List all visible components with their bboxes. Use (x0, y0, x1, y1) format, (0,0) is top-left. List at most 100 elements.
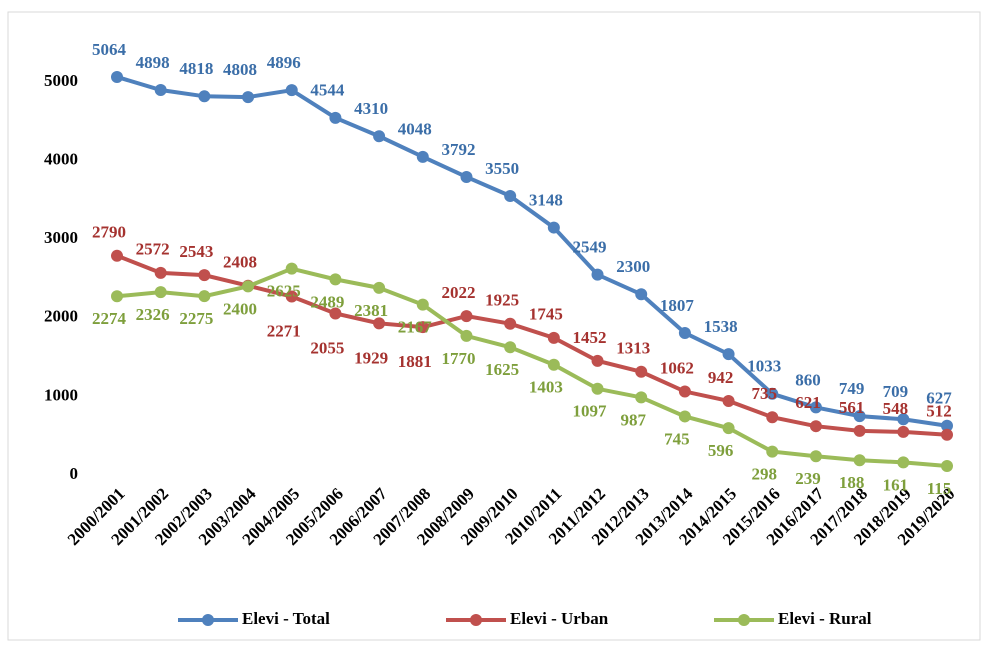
series-line (116, 75, 948, 428)
legend-marker (470, 614, 482, 626)
y-tick-label: 4000 (44, 150, 78, 169)
data-point (809, 450, 822, 463)
data-label: 2408 (223, 253, 257, 272)
data-label: 1062 (660, 358, 694, 377)
data-point (329, 111, 342, 124)
data-label: 1452 (573, 328, 607, 347)
data-point (416, 321, 429, 334)
data-label: 1538 (704, 317, 738, 336)
data-label: 4896 (267, 53, 301, 72)
data-point (460, 329, 473, 342)
data-point (504, 189, 517, 202)
data-label: 2381 (354, 301, 388, 320)
data-point (766, 411, 779, 424)
data-point (329, 273, 342, 286)
data-point (460, 170, 473, 183)
data-label: 2549 (573, 238, 607, 257)
data-point (242, 91, 255, 104)
data-label: 987 (620, 410, 646, 429)
y-tick-label: 5000 (44, 71, 78, 90)
data-point (941, 428, 953, 441)
data-point (678, 326, 691, 339)
data-label: 115 (927, 479, 952, 498)
data-point (591, 354, 604, 367)
data-point (941, 459, 953, 472)
data-label: 2271 (267, 321, 301, 340)
data-label: 1403 (529, 378, 563, 397)
series-line (116, 253, 948, 437)
data-label: 1097 (573, 402, 608, 421)
data-label: 749 (839, 379, 865, 398)
data-label: 942 (708, 368, 734, 387)
data-point (678, 410, 691, 423)
data-label: 1770 (441, 349, 475, 368)
data-label: 4808 (223, 60, 257, 79)
data-label: 298 (752, 464, 778, 483)
data-label: 5064 (92, 40, 127, 59)
data-point (329, 307, 342, 320)
data-point (635, 288, 648, 301)
data-point (591, 268, 604, 281)
data-point (547, 358, 560, 371)
series-line (116, 266, 948, 468)
data-label: 4818 (179, 59, 213, 78)
data-label: 2400 (223, 299, 257, 318)
data-label: 1929 (354, 348, 388, 367)
data-point (198, 90, 211, 103)
data-label: 1925 (485, 291, 519, 310)
data-label: 1033 (747, 357, 781, 376)
data-label: 735 (752, 384, 778, 403)
data-label: 2326 (136, 305, 170, 324)
data-label: 561 (839, 398, 865, 417)
legend-marker (202, 614, 214, 626)
data-point (853, 454, 866, 467)
data-point (635, 391, 648, 404)
data-point (897, 425, 910, 438)
y-tick-label: 1000 (44, 385, 78, 404)
data-point (853, 424, 866, 437)
data-point (591, 382, 604, 395)
data-point (285, 262, 298, 275)
data-label: 2625 (267, 282, 301, 301)
data-point (722, 348, 735, 361)
data-label: 239 (795, 469, 821, 488)
data-label: 596 (708, 441, 734, 460)
data-point (373, 317, 386, 330)
data-label: 2275 (179, 309, 213, 328)
legend-label: Elevi - Rural (778, 609, 872, 628)
data-point (111, 249, 123, 262)
data-point (154, 266, 167, 279)
data-point (416, 298, 429, 311)
chart-border (7, 11, 981, 641)
legend-label: Elevi - Urban (510, 609, 609, 628)
data-label: 2572 (136, 240, 170, 259)
data-label: 1313 (616, 339, 650, 358)
data-label: 188 (839, 473, 865, 492)
data-point (722, 394, 735, 407)
data-point (373, 130, 386, 143)
data-point (809, 401, 822, 414)
data-label: 709 (883, 382, 909, 401)
data-point (722, 422, 735, 435)
data-point (198, 290, 211, 303)
data-point (809, 420, 822, 433)
data-label: 860 (795, 370, 821, 389)
data-point (766, 445, 779, 458)
data-point (635, 365, 648, 378)
data-point (547, 331, 560, 344)
data-label: 3550 (485, 159, 519, 178)
data-label: 1745 (529, 305, 563, 324)
data-label: 621 (795, 393, 821, 412)
data-point (897, 456, 910, 469)
data-label: 3148 (529, 190, 563, 209)
data-label: 4310 (354, 99, 388, 118)
data-point (373, 281, 386, 294)
data-point (416, 150, 429, 163)
legend-marker (738, 614, 750, 626)
data-point (941, 419, 953, 432)
data-label: 548 (883, 399, 909, 418)
data-label: 2274 (92, 309, 127, 328)
data-point (111, 290, 123, 303)
data-label: 627 (926, 389, 952, 408)
